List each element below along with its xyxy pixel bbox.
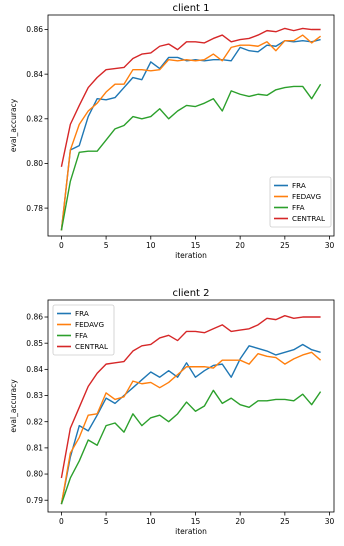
legend-box — [52, 304, 115, 356]
x-tick-label: 20 — [235, 517, 245, 526]
chart-title: client 1 — [172, 3, 209, 14]
series-line-fedavg — [60, 34, 322, 231]
series-line-central — [60, 27, 321, 167]
y-axis-label: eval_accuracy — [9, 379, 18, 433]
legend-label-ffa: FFA — [75, 331, 88, 340]
legend-box — [269, 176, 332, 228]
x-tick-label: 5 — [104, 517, 109, 526]
y-tick-label: 0.81 — [26, 444, 43, 453]
legend-label-ffa: FFA — [292, 203, 305, 212]
legend-label-fedavg: FEDAVG — [75, 320, 104, 329]
x-tick-label: 10 — [146, 241, 156, 250]
plot-frame — [47, 299, 335, 513]
x-tick-label: 10 — [146, 517, 156, 526]
legend-label-central: CENTRAL — [292, 214, 325, 223]
y-tick-label: 0.86 — [26, 25, 43, 34]
legend-label-fra: FRA — [292, 181, 306, 190]
legend-label-fra: FRA — [75, 309, 89, 318]
y-tick-label: 0.80 — [26, 159, 43, 168]
y-tick-label: 0.78 — [26, 204, 43, 213]
y-tick-label: 0.84 — [26, 70, 43, 79]
y-tick-label: 0.86 — [26, 313, 43, 322]
legend-label-fedavg: FEDAVG — [292, 192, 321, 201]
x-tick-label: 30 — [325, 517, 335, 526]
x-tick-label: 30 — [325, 241, 335, 250]
x-tick-label: 15 — [191, 517, 201, 526]
chart-1: client 1 0 5 10 15 20 25 30 0.78 0.80 0.82 0.84 0.86… — [9, 3, 335, 260]
series-line-ffa — [60, 83, 322, 231]
series-line-fra — [60, 343, 321, 505]
legend: FRA FEDAVG FFA CENTRAL — [52, 304, 115, 356]
y-axis-label: eval_accuracy — [9, 98, 18, 152]
y-tick-label: 0.85 — [26, 339, 43, 348]
x-axis-label: iteration — [175, 527, 207, 536]
plot-frame — [47, 14, 335, 237]
chart-title: client 2 — [172, 288, 209, 299]
y-tick-label: 0.83 — [26, 391, 43, 400]
x-tick-label: 0 — [59, 241, 64, 250]
y-tick-label: 0.84 — [26, 365, 43, 374]
y-tick-label: 0.80 — [26, 470, 43, 479]
y-tick-label: 0.79 — [26, 496, 43, 505]
x-axis-label: iteration — [175, 251, 207, 260]
x-tick-label: 20 — [235, 241, 245, 250]
x-tick-label: 25 — [280, 241, 290, 250]
legend: FRA FEDAVG FFA CENTRAL — [269, 176, 332, 228]
series-line-ffa — [60, 389, 322, 505]
legend-label-central: CENTRAL — [75, 342, 108, 351]
y-tick-label: 0.82 — [26, 115, 43, 124]
series-line-central — [60, 315, 321, 479]
x-tick-label: 25 — [280, 517, 290, 526]
x-tick-label: 0 — [59, 517, 64, 526]
x-tick-label: 5 — [104, 241, 109, 250]
series-line-fedavg — [60, 351, 322, 505]
x-tick-label: 15 — [191, 241, 201, 250]
y-tick-label: 0.82 — [26, 417, 43, 426]
chart-2: client 2 0 5 10 15 20 25 30 0.79 0.80 0.81 0.82 0.83… — [9, 288, 335, 536]
